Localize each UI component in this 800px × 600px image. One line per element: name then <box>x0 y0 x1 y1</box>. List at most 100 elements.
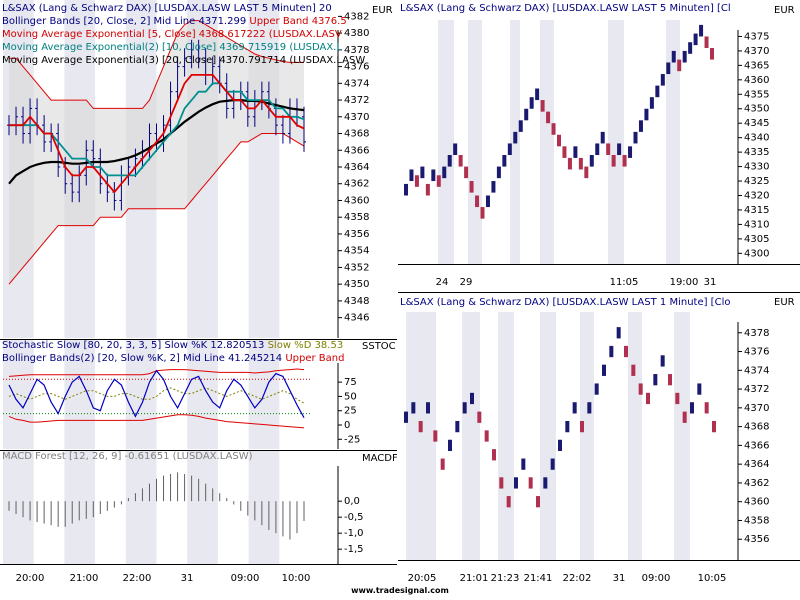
macd-y-tick: -1,5 <box>344 544 364 555</box>
left-price-legend-extra: Upper Band 4376.5 <box>246 16 347 27</box>
renko-brick <box>426 402 430 414</box>
stochastic-y-tick: 50 <box>344 391 357 402</box>
right-bottom-y-tick: 4364 <box>744 459 769 470</box>
stochastic-legend-text: Bollinger Bands(2) [20, Slow %K, 2] Mid … <box>2 353 283 364</box>
right-top-time-tick: 29 <box>460 277 473 288</box>
left-time-tick: 21:00 <box>70 573 99 584</box>
stochastic-panel-label: SSTOC <box>362 341 396 352</box>
right-top-y-tick: 4375 <box>744 31 769 42</box>
left-price-y-tick: 4358 <box>344 212 369 223</box>
session-band <box>540 20 554 264</box>
right-bottom-chart: 4378 4376 4374 4372 4370 4368 4366 4364 4362 4360… <box>398 292 800 584</box>
session-band <box>3 450 34 564</box>
renko-brick <box>464 166 469 179</box>
right-top-currency-label: EUR <box>774 5 795 16</box>
right-top-y-tick: 4360 <box>744 75 769 86</box>
right-top-y-tick: 4330 <box>744 162 769 173</box>
renko-brick <box>484 430 489 442</box>
stochastic-chart: 75 50 25 0 -25 <box>0 339 397 449</box>
renko-brick <box>518 120 523 132</box>
renko-brick <box>524 108 529 121</box>
session-band <box>64 450 96 564</box>
renko-brick <box>649 97 654 109</box>
right-top-time-tick: 19:00 <box>670 277 699 288</box>
renko-brick <box>580 420 584 433</box>
renko-brick <box>418 420 423 433</box>
renko-brick <box>646 392 650 405</box>
session-band <box>64 339 96 449</box>
renko-brick <box>611 155 616 167</box>
right-top-y-tick: 4325 <box>744 176 769 187</box>
renko-brick <box>528 477 533 489</box>
left-price-chart: 4382 4380 4378 4376 4374 4372 4370 4368 4366 4364… <box>3 0 369 338</box>
renko-brick <box>475 195 480 208</box>
renko-brick <box>535 88 540 101</box>
renko-brick <box>499 477 504 489</box>
right-top-y-tick: 4355 <box>744 89 769 100</box>
left-price-y-tick: 4362 <box>344 179 369 190</box>
renko-brick <box>470 392 474 405</box>
right-top-y-tick: 4340 <box>744 133 769 144</box>
left-price-y-tick: 4372 <box>344 95 369 106</box>
renko-brick <box>584 166 589 179</box>
left-price-legend-text: L&SAX (Lang & Schwarz DAX) [LUSDAX.LASW … <box>2 3 332 14</box>
right-top-time-tick: 11:05 <box>610 277 639 288</box>
left-price-legend-text: Bollinger Bands [20, Close, 2] Mid Line … <box>2 16 247 27</box>
left-time-tick: 10:00 <box>282 573 311 584</box>
macd-y-tick: 0,0 <box>344 496 360 507</box>
right-top-y-tick: 4310 <box>744 219 769 230</box>
left-price-y-tick: 4354 <box>344 246 369 257</box>
right-top-legend: L&SAX (Lang & Schwarz DAX) [LUSDAX.LASW … <box>400 2 731 15</box>
renko-brick <box>543 477 548 489</box>
renko-brick <box>431 169 436 182</box>
right-top-legend-text: L&SAX (Lang & Schwarz DAX) [LUSDAX.LASW … <box>400 3 731 14</box>
left-price-y-tick: 4368 <box>344 129 369 140</box>
renko-brick <box>682 50 687 63</box>
right-bottom-time-tick: 21:23 <box>491 573 520 584</box>
renko-brick <box>425 183 430 196</box>
right-bottom-time-tick: 21:41 <box>524 573 553 584</box>
renko-brick <box>666 62 671 75</box>
bollinger-upper-band <box>9 20 304 109</box>
left-time-tick: 31 <box>181 573 194 584</box>
left-currency-label: EUR <box>372 5 393 16</box>
right-bottom-time-tick: 22:02 <box>563 573 592 584</box>
left-price-legend-entry: Moving Average Exponential [5, Close] 43… <box>2 28 365 41</box>
session-band <box>498 312 514 560</box>
renko-brick <box>699 24 704 37</box>
renko-brick <box>573 146 578 158</box>
ema-10-line <box>9 82 305 177</box>
session-band <box>608 20 624 264</box>
right-bottom-currency-label: EUR <box>774 297 795 308</box>
right-top-y-tick: 4370 <box>744 46 769 57</box>
left-price-y-tick: 4366 <box>344 145 369 156</box>
left-time-tick: 20:00 <box>16 573 45 584</box>
renko-brick <box>455 420 460 433</box>
right-bottom-legend-text: L&SAX (Lang & Schwarz DAX) [LUSDAX.LASW … <box>400 297 731 308</box>
renko-brick <box>677 59 682 72</box>
right-bottom-legend: L&SAX (Lang & Schwarz DAX) [LUSDAX.LASW … <box>400 296 730 309</box>
renko-brick <box>433 430 438 442</box>
session-band <box>628 312 642 560</box>
macd-panel-label: MACDF <box>362 453 397 464</box>
renko-brick <box>404 411 408 423</box>
left-price-legend-entry: Bollinger Bands [20, Close, 2] Mid Line … <box>2 15 365 28</box>
renko-brick <box>567 157 572 170</box>
left-price-y-tick: 4352 <box>344 262 369 273</box>
left-price-y-tick: 4374 <box>344 78 369 89</box>
renko-brick <box>609 345 614 358</box>
right-top-time-tick: 24 <box>436 277 449 288</box>
renko-brick <box>506 496 511 508</box>
session-band <box>666 20 680 264</box>
stochastic-y-tick: 75 <box>344 377 357 388</box>
right-top-y-tick: 4315 <box>744 205 769 216</box>
renko-brick <box>507 143 512 156</box>
macd-y-tick: -1,0 <box>344 528 364 539</box>
left-price-y-tick: 4380 <box>344 28 369 39</box>
renko-brick <box>485 195 490 208</box>
renko-brick <box>638 383 643 395</box>
session-band <box>187 450 218 564</box>
renko-brick <box>697 383 702 395</box>
renko-brick <box>550 458 555 470</box>
stochastic-slow-k-line <box>8 369 305 418</box>
